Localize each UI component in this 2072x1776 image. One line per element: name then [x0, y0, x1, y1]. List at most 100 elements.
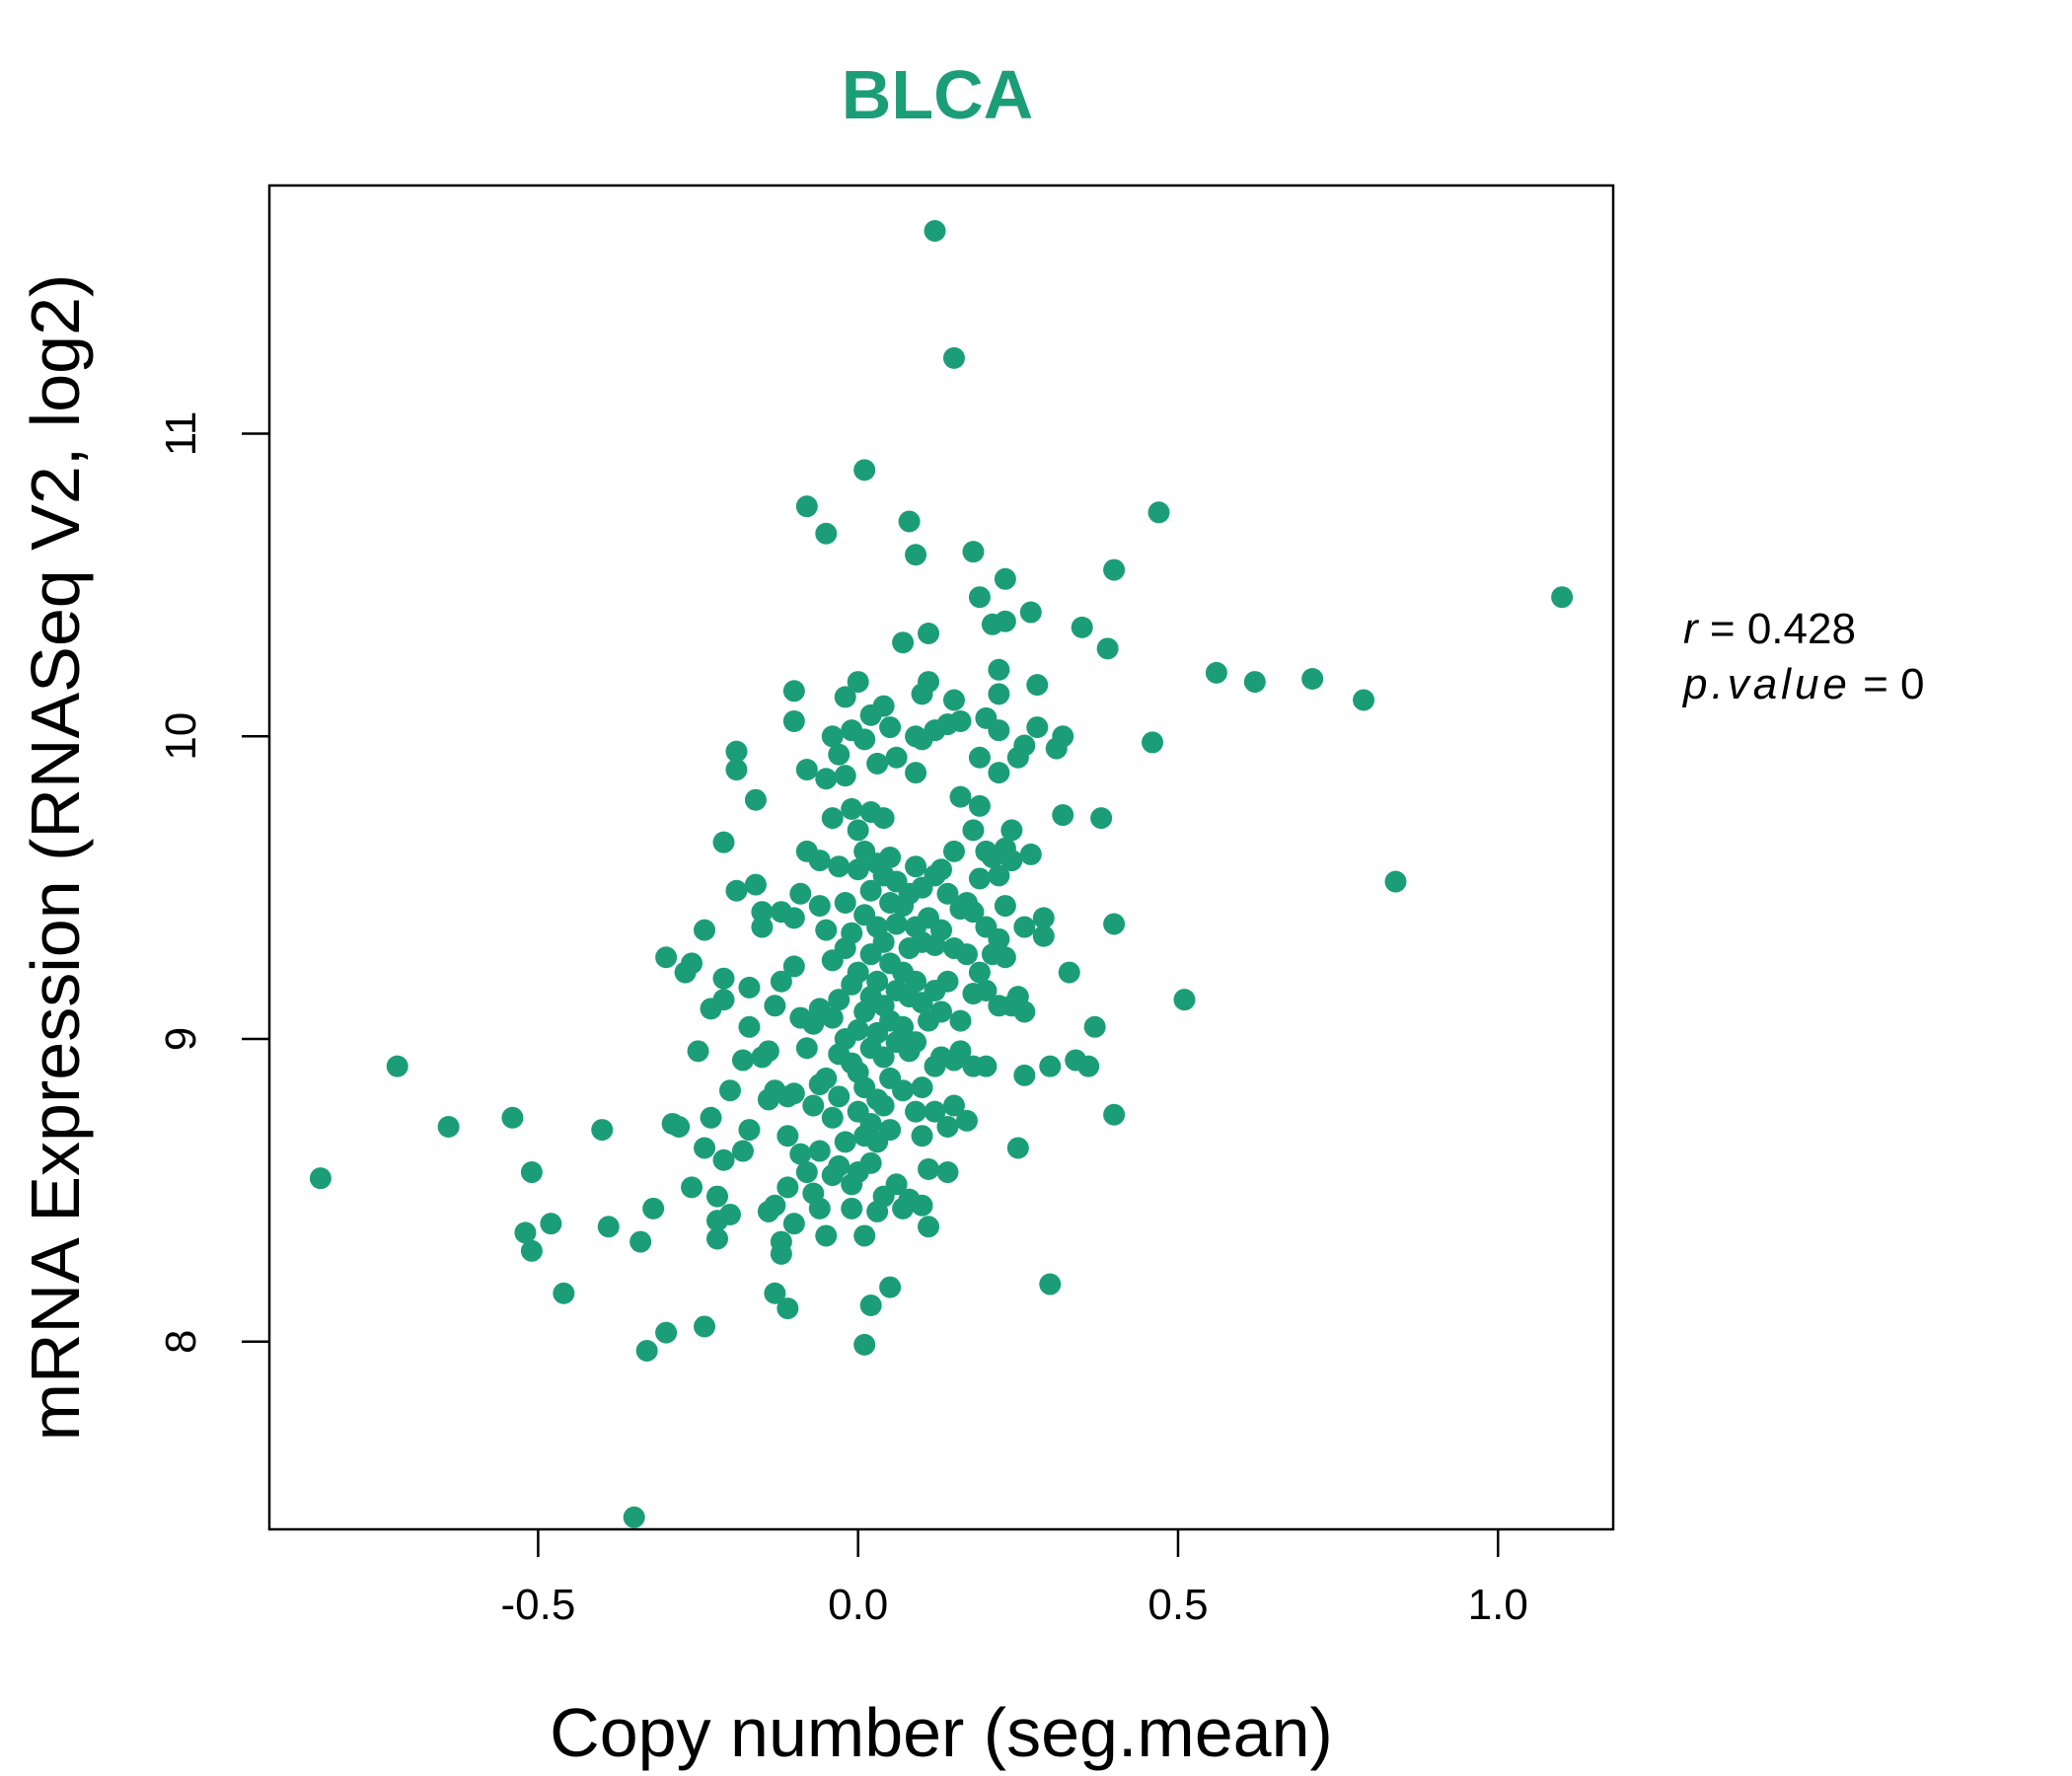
data-point	[815, 1067, 838, 1089]
data-point	[975, 1055, 998, 1077]
data-point	[853, 1224, 876, 1247]
data-point	[968, 867, 991, 890]
data-point	[597, 1216, 620, 1238]
data-point	[905, 1031, 927, 1054]
data-point	[731, 1049, 754, 1072]
data-point	[892, 1079, 915, 1102]
data-point	[591, 1119, 614, 1142]
data-point	[1077, 1055, 1100, 1077]
data-point	[872, 695, 895, 717]
data-point	[988, 927, 1010, 950]
data-point	[885, 913, 908, 935]
data-point	[866, 752, 889, 775]
data-point	[738, 1015, 761, 1038]
svg-text:p.value = 0: p.value = 0	[1681, 660, 1925, 708]
data-point	[847, 961, 869, 984]
data-point	[866, 970, 889, 993]
data-point	[1243, 671, 1266, 694]
data-point	[681, 952, 703, 975]
data-point	[706, 1227, 728, 1250]
data-point	[770, 1242, 792, 1265]
data-point	[1103, 913, 1126, 935]
data-point	[859, 1295, 882, 1316]
y-tick-label: 10	[157, 712, 205, 761]
data-point	[885, 1173, 908, 1196]
data-point	[968, 961, 991, 984]
data-point	[789, 1143, 812, 1165]
data-point	[1052, 725, 1074, 748]
data-point	[821, 725, 844, 748]
data-point	[1039, 1273, 1062, 1295]
data-point	[930, 1000, 952, 1023]
data-point	[655, 946, 678, 969]
p-symbol: p.value	[1681, 660, 1851, 708]
data-point	[918, 1157, 940, 1180]
data-point	[962, 819, 985, 842]
data-point	[712, 989, 735, 1011]
data-point	[905, 970, 927, 993]
data-point	[968, 586, 991, 609]
data-point	[936, 882, 959, 905]
data-point	[718, 1079, 741, 1102]
data-point	[942, 689, 965, 711]
data-point	[629, 1230, 652, 1253]
data-point	[520, 1161, 543, 1184]
data-point	[738, 976, 761, 999]
data-point	[885, 746, 908, 769]
data-point	[962, 901, 985, 924]
data-point	[642, 1197, 665, 1220]
data-point	[1026, 716, 1049, 739]
correlation-annotation: r = 0.428 p.value = 0	[1681, 605, 1925, 708]
data-point	[930, 858, 952, 881]
data-point	[872, 807, 895, 830]
data-point	[1013, 1064, 1036, 1086]
data-point	[386, 1055, 408, 1077]
data-point	[949, 785, 972, 808]
data-point	[681, 1176, 703, 1199]
data-point	[898, 510, 921, 533]
data-point	[782, 1082, 805, 1105]
data-point	[936, 970, 959, 993]
data-point	[782, 680, 805, 703]
data-point	[905, 855, 927, 878]
data-point	[1384, 870, 1407, 893]
data-point	[828, 1154, 851, 1177]
data-point	[1013, 1000, 1036, 1023]
data-point	[924, 1100, 946, 1123]
data-point	[668, 1116, 691, 1139]
data-point	[777, 1125, 799, 1147]
data-point	[905, 762, 927, 784]
data-point	[1096, 637, 1119, 660]
data-point	[988, 658, 1010, 681]
data-point	[821, 1006, 844, 1029]
data-point	[694, 919, 716, 941]
data-point	[764, 1194, 786, 1217]
data-point	[872, 1094, 895, 1117]
data-point	[764, 1282, 786, 1304]
data-point	[942, 346, 965, 369]
data-point	[782, 1213, 805, 1235]
data-point	[725, 759, 748, 781]
data-point	[309, 1167, 332, 1190]
data-point	[936, 1161, 959, 1184]
r-value: 0.428	[1747, 605, 1856, 653]
data-point	[777, 1297, 799, 1320]
data-point	[782, 907, 805, 929]
data-point	[712, 831, 735, 853]
data-point	[757, 1040, 779, 1063]
data-point	[501, 1106, 524, 1129]
r-equals: =	[1710, 605, 1747, 653]
data-point	[942, 840, 965, 862]
p-equals: =	[1863, 660, 1900, 708]
data-point	[918, 623, 940, 644]
data-point	[892, 631, 915, 654]
data-point	[955, 943, 978, 966]
data-point	[1006, 1137, 1029, 1159]
data-point	[1071, 616, 1093, 638]
data-point	[859, 1151, 882, 1174]
data-point	[1052, 804, 1074, 827]
data-point	[1147, 501, 1170, 524]
data-point	[815, 768, 838, 790]
data-point	[872, 1046, 895, 1069]
x-tick-label: 0.5	[1147, 1581, 1208, 1629]
